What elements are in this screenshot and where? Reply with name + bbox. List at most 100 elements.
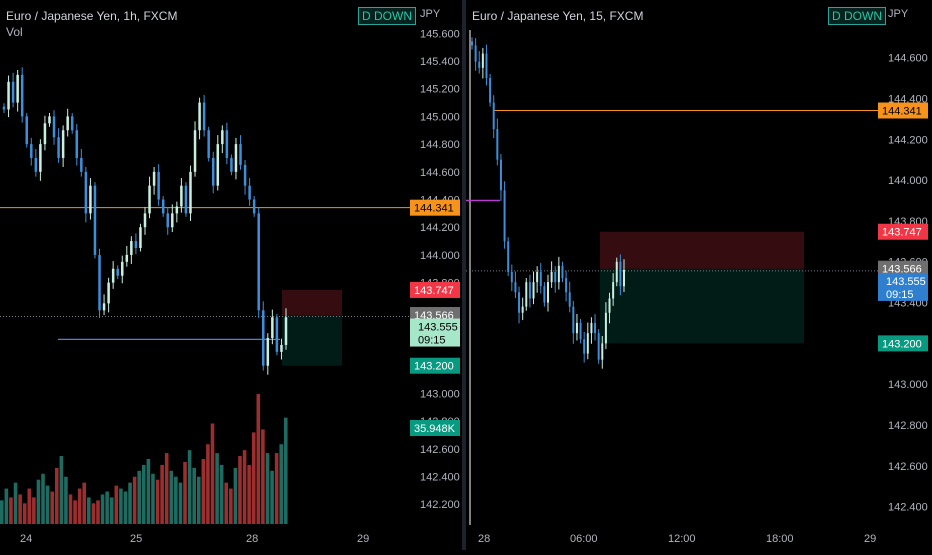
- candle: [93, 185, 97, 255]
- candle: [193, 130, 197, 172]
- volume-bar: [50, 491, 54, 524]
- volume-bar: [224, 482, 229, 524]
- candle: [152, 171, 156, 186]
- candle: [496, 129, 499, 160]
- candle: [478, 61, 481, 68]
- candle: [586, 333, 589, 354]
- candle: [157, 171, 160, 200]
- volume-value-badge: 35.948K: [414, 423, 456, 435]
- volume-label: Vol: [6, 25, 23, 39]
- x-tick-label: 28: [246, 533, 258, 545]
- candle: [550, 271, 553, 283]
- entry-price-badge-bg: [878, 260, 928, 277]
- right-signal-badge[interactable]: D DOWN: [828, 7, 886, 25]
- y-tick-label: 145.400: [420, 56, 460, 68]
- candle: [284, 317, 288, 345]
- y-tick-label: 142.400: [888, 502, 928, 514]
- volume-bar: [261, 429, 265, 524]
- candle: [252, 199, 256, 214]
- y-tick-label: 144.000: [888, 175, 928, 187]
- y-tick-label: 142.800: [888, 420, 928, 432]
- candle: [280, 344, 283, 352]
- candle: [507, 241, 510, 272]
- volume-bar: [174, 476, 178, 524]
- candle: [243, 164, 247, 186]
- volume-bar: [73, 500, 77, 524]
- y-tick-label: 143.000: [420, 388, 460, 400]
- candle: [572, 306, 575, 334]
- target-price-badge: 143.200: [882, 338, 922, 350]
- right-chart-canvas[interactable]: 142.400142.600142.800143.000143.200143.4…: [466, 0, 932, 550]
- volume-bar: [137, 470, 141, 524]
- y-tick-label: 144.800: [420, 139, 460, 151]
- candle: [148, 185, 151, 214]
- candle: [180, 185, 183, 207]
- volume-bar: [256, 394, 261, 524]
- candle: [521, 306, 524, 313]
- candle: [565, 278, 568, 293]
- candle: [111, 268, 115, 283]
- volume-bar: [77, 488, 82, 524]
- candle: [75, 130, 79, 158]
- left-chart-panel[interactable]: 142.200142.400142.600142.800143.000143.2…: [0, 0, 462, 550]
- left-currency-label: JPY: [420, 8, 441, 20]
- candle: [216, 144, 220, 186]
- candle: [20, 74, 24, 117]
- target-price-badge: 143.200: [414, 361, 454, 373]
- pane-divider[interactable]: [462, 0, 466, 550]
- stop-zone: [282, 289, 342, 316]
- y-tick-label: 142.600: [888, 461, 928, 473]
- x-tick-label: 29: [357, 533, 369, 545]
- candle: [80, 157, 83, 172]
- candle: [503, 190, 506, 242]
- candle: [510, 271, 513, 283]
- volume-bar: [59, 456, 64, 524]
- left-signal-badge[interactable]: D DOWN: [358, 7, 416, 25]
- volume-bar: [284, 417, 288, 524]
- target-zone: [282, 315, 342, 366]
- target-zone: [600, 268, 804, 344]
- x-tick-label: 18:00: [766, 533, 794, 545]
- orange-price-badge: 144.341: [414, 203, 454, 215]
- candle: [225, 130, 229, 158]
- candle: [57, 137, 60, 158]
- candle: [189, 171, 192, 214]
- candle: [198, 102, 201, 131]
- right-chart-title: Euro / Japanese Yen, 15, FXCM: [472, 9, 644, 23]
- volume-bar: [242, 450, 247, 524]
- volume-bar: [219, 464, 224, 524]
- candle: [262, 310, 265, 366]
- stop-price-badge-bg: [410, 281, 460, 298]
- candle: [175, 206, 179, 214]
- candle: [39, 144, 42, 172]
- orange-price-badge-bg: [878, 102, 928, 119]
- y-tick-label: 144.200: [888, 134, 928, 146]
- candle: [7, 81, 10, 110]
- candle: [518, 292, 521, 313]
- candle: [579, 322, 582, 340]
- orange-price-badge-bg: [410, 199, 460, 216]
- candle: [70, 116, 74, 131]
- candle: [34, 157, 38, 172]
- candle: [89, 185, 92, 214]
- candle: [554, 271, 557, 283]
- candle: [543, 286, 546, 303]
- right-chart-panel[interactable]: 142.400142.600142.800143.000143.200143.4…: [466, 0, 932, 550]
- candle: [211, 157, 215, 186]
- candle: [184, 185, 188, 214]
- candle: [248, 185, 251, 200]
- y-tick-label: 145.600: [420, 28, 460, 40]
- candle: [583, 339, 586, 354]
- candle: [619, 261, 622, 287]
- candle: [30, 144, 33, 158]
- volume-bar: [32, 497, 36, 524]
- x-tick-label: 25: [130, 533, 142, 545]
- volume-bar: [64, 476, 68, 524]
- candle: [139, 227, 142, 248]
- x-tick-label: 24: [20, 533, 32, 545]
- left-chart-canvas[interactable]: 142.200142.400142.600142.800143.000143.2…: [0, 0, 462, 550]
- last-price-badge: 143.555: [418, 322, 458, 334]
- volume-bar: [146, 459, 151, 524]
- candle: [61, 130, 65, 158]
- volume-bar: [13, 482, 18, 524]
